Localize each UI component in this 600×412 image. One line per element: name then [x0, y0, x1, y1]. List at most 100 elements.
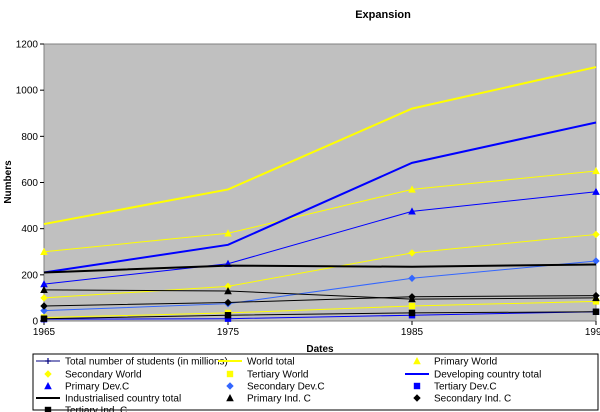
data-point — [224, 286, 232, 295]
legend-item: Tertiary Ind. C — [44, 406, 127, 412]
legend-box — [32, 353, 599, 411]
chart-title: Expansion — [355, 9, 411, 21]
series-3 — [40, 230, 600, 302]
data-point — [408, 207, 416, 215]
series-9 — [43, 263, 597, 274]
data-point — [40, 294, 48, 302]
y-tick-label: 200 — [21, 270, 38, 281]
series-10 — [40, 285, 600, 303]
series-line — [43, 121, 597, 274]
series-line — [43, 295, 597, 307]
legend-item: World total — [218, 357, 295, 368]
series-line — [43, 66, 597, 226]
legend-swatch-marker — [413, 382, 421, 390]
data-point — [592, 298, 600, 305]
series-line — [43, 170, 597, 253]
data-point — [40, 306, 48, 315]
data-point — [40, 280, 48, 288]
data-point — [40, 315, 48, 322]
data-point — [408, 302, 416, 310]
data-point — [40, 302, 48, 310]
y-tick-label: 1000 — [16, 86, 39, 97]
data-point — [224, 312, 232, 319]
data-point — [224, 282, 232, 291]
data-point — [408, 185, 416, 193]
y-tick-label: 600 — [21, 178, 38, 189]
data-point — [408, 293, 416, 301]
series-1 — [43, 66, 597, 226]
legend-item: Secondary Dev.C — [226, 382, 325, 393]
legend-label: Primary Dev.C — [65, 382, 129, 393]
y-tick-label: 400 — [21, 224, 38, 235]
data-point — [592, 308, 600, 315]
y-axis-title: Numbers — [3, 160, 14, 204]
y-tick-label: 800 — [21, 132, 38, 143]
x-tick-label: 1995 — [585, 327, 600, 338]
legend-label: Tertiary World — [247, 370, 309, 381]
series-line — [43, 233, 597, 299]
series-line — [43, 263, 597, 274]
data-point — [408, 274, 416, 282]
legend-item: Tertiary Dev.C — [413, 382, 497, 393]
data-point — [592, 187, 600, 195]
series-5 — [43, 121, 597, 274]
legend-item: Primary Dev.C — [44, 382, 129, 393]
legend-label: World total — [247, 357, 295, 368]
legend-label: Secondary Ind. C — [434, 394, 511, 405]
y-axis: 0 200 400 600 800 1000 1200 — [16, 40, 44, 328]
data-point — [592, 230, 600, 239]
plot-area — [43, 43, 597, 322]
legend-swatch-marker — [226, 394, 234, 402]
data-point — [408, 309, 416, 317]
series-2 — [40, 166, 600, 255]
series-line — [43, 289, 597, 300]
data-point — [592, 257, 600, 265]
legend-swatch-marker — [45, 358, 51, 364]
legend-item: Secondary Ind. C — [413, 394, 511, 405]
data-point — [224, 229, 232, 237]
legend-label: Secondary World — [65, 370, 142, 381]
legend-item: Primary World — [413, 357, 497, 368]
legend-item: Secondary World — [44, 370, 142, 381]
legend-swatch-marker — [226, 382, 234, 390]
legend-label: Industrialised country total — [65, 394, 181, 405]
legend-swatch-marker — [413, 357, 421, 365]
series-line — [43, 191, 597, 285]
series-11 — [40, 291, 600, 310]
legend-label: Total number of students (in millions) — [65, 357, 228, 368]
y-tick-label: 1200 — [16, 40, 39, 51]
x-axis: 1965 1975 1985 1995 — [33, 321, 600, 338]
data-point — [408, 249, 416, 257]
data-point — [224, 315, 232, 322]
x-tick-label: 1985 — [401, 327, 424, 338]
x-tick-label: 1975 — [217, 327, 240, 338]
data-point — [224, 298, 232, 307]
legend-swatch-marker — [44, 370, 52, 378]
x-axis-title: Dates — [306, 344, 334, 355]
legend-item: Developing country total — [405, 370, 541, 381]
legend-swatch-marker — [44, 382, 52, 390]
legend-swatch-marker — [226, 370, 234, 378]
series-line — [43, 300, 597, 319]
data-point — [592, 291, 600, 300]
legend-label: Tertiary Ind. C — [65, 406, 127, 412]
legend-swatch-marker — [44, 406, 52, 412]
legend-label: Primary Ind. C — [247, 394, 311, 405]
legend-label: Tertiary Dev.C — [434, 382, 497, 393]
series-line — [43, 260, 597, 312]
data-point — [40, 285, 48, 294]
legend-label: Secondary Dev.C — [247, 382, 325, 393]
series-line — [43, 311, 597, 320]
legend-label: Developing country total — [434, 370, 541, 381]
legend-item: Tertiary World — [226, 370, 309, 381]
series-12 — [40, 308, 600, 322]
legend-item: Industrialised country total — [36, 394, 181, 405]
legend-item: Primary Ind. C — [226, 394, 311, 405]
legend: Total number of students (in millions) Wo… — [36, 357, 541, 412]
legend-label: Primary World — [434, 357, 497, 368]
y-tick-label: 0 — [32, 317, 38, 328]
data-point — [40, 247, 48, 255]
series-layer — [40, 66, 600, 323]
legend-swatch-marker — [413, 394, 421, 402]
